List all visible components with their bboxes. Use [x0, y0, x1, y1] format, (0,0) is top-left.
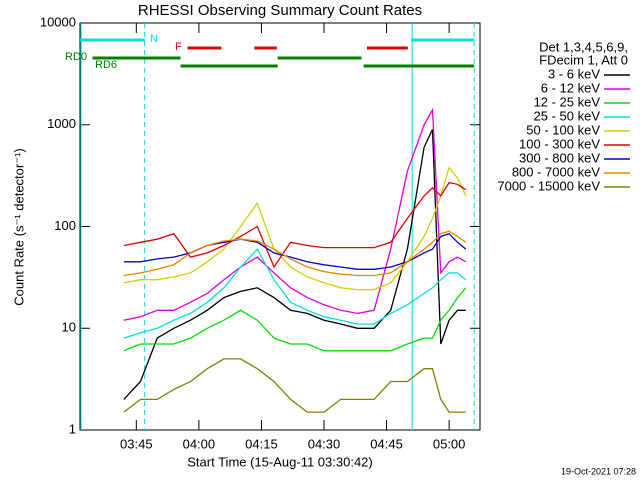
- legend-label: 300 - 800 keV: [519, 150, 600, 165]
- flag-label: N: [150, 33, 158, 45]
- y-tick-label: 1000: [47, 116, 76, 131]
- x-tick-label: 04:30: [308, 436, 341, 451]
- y-tick-label: 1: [69, 421, 76, 436]
- series-line: [123, 181, 467, 269]
- series-line: [123, 166, 467, 291]
- series-line: [123, 358, 466, 413]
- y-tick-label: 100: [54, 218, 76, 233]
- y-axis-label: Count Rate (s⁻¹ detector⁻¹): [11, 148, 26, 306]
- series-line: [123, 232, 467, 270]
- x-tick-label: 04:15: [245, 436, 278, 451]
- y-tick-label: 10: [62, 320, 76, 335]
- series-line: [123, 247, 467, 339]
- x-tick-label: 05:00: [433, 436, 466, 451]
- flag-label: RD0: [65, 51, 87, 63]
- legend-header: FDecim 1, Att 0: [539, 52, 628, 67]
- chart-title: RHESSI Observing Summary Count Rates: [138, 2, 422, 19]
- legend-label: 6 - 12 keV: [541, 80, 601, 95]
- series-line: [123, 129, 466, 400]
- legend-label: 100 - 300 keV: [519, 136, 600, 151]
- legend-label: 50 - 100 keV: [526, 122, 600, 137]
- plot-frame: [79, 22, 481, 431]
- series-line: [123, 287, 467, 352]
- flag-label: RD6: [95, 59, 117, 71]
- legend-header: Det 1,3,4,5,6,9,: [539, 39, 628, 54]
- x-tick-label: 04:00: [183, 436, 216, 451]
- y-tick-label: 10000: [40, 14, 76, 29]
- series-line: [123, 107, 467, 321]
- legend-label: 800 - 7000 keV: [512, 164, 601, 179]
- x-axis-label: Start Time (15-Aug-11 03:30:42): [187, 454, 372, 469]
- series-line: [123, 230, 467, 277]
- legend-label: 25 - 50 keV: [534, 108, 601, 123]
- legend-label: 12 - 25 keV: [534, 94, 601, 109]
- legend-label: 7000 - 15000 keV: [497, 178, 600, 193]
- flag-label: F: [175, 41, 182, 53]
- legend-label: 3 - 6 keV: [548, 66, 600, 81]
- x-tick-label: 03:45: [120, 436, 153, 451]
- x-tick-label: 04:45: [370, 436, 403, 451]
- footer: 19-Oct-2021 07:28: [561, 466, 636, 476]
